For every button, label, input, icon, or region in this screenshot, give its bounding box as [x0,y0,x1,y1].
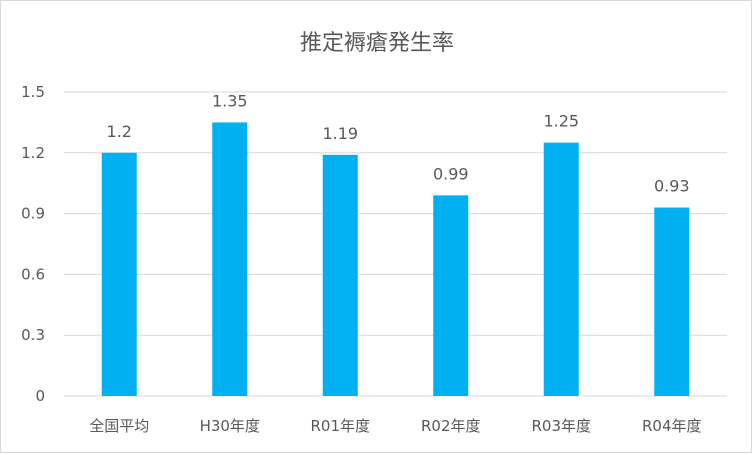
bar [433,195,469,396]
category-label: R01年度 [310,417,370,435]
data-label: 1.35 [212,91,248,110]
category-label: H30年度 [200,417,260,435]
y-tick-label: 1.5 [21,83,45,101]
category-label: 全国平均 [89,417,149,435]
gridlines [64,91,727,397]
data-label: 0.93 [654,177,690,196]
bar [543,142,579,396]
bar [212,122,248,397]
category-label: R02年度 [421,417,481,435]
chart-title: 推定褥瘡発生率 [299,31,454,56]
y-tick-label: 0.6 [21,265,45,283]
bar [101,152,137,396]
category-label: R03年度 [531,417,591,435]
y-tick-label: 1.2 [21,144,45,162]
y-tick-label: 0 [35,387,45,405]
labels: 0 0.3 0.6 0.9 1.2 1.5 1.2 全国平均 1.35 H30年度 1.19 R01年… [21,83,701,435]
category-label: R04年度 [642,417,702,435]
data-label: 1.2 [107,122,132,141]
data-label: 1.19 [322,124,358,143]
y-tick-label: 0.3 [21,326,45,344]
bars [101,122,690,397]
data-label: 1.25 [543,112,579,131]
bar [654,207,690,396]
bar [322,154,358,396]
y-tick-label: 0.9 [21,205,45,223]
data-label: 0.99 [433,164,469,183]
